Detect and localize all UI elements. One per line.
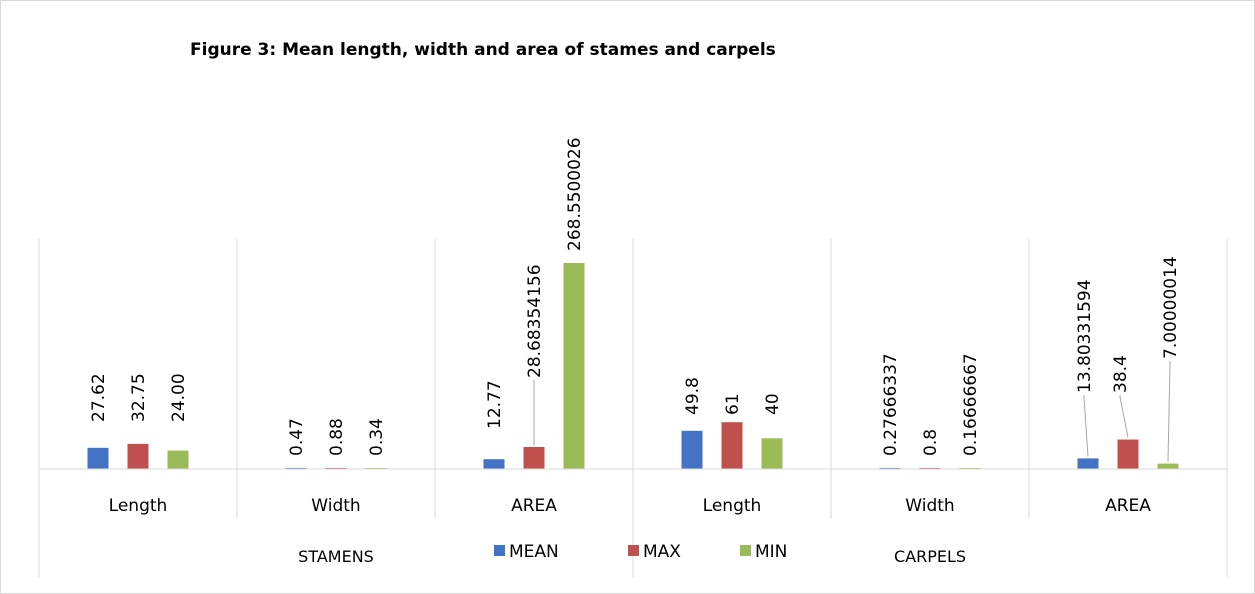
legend-label: MAX [643, 542, 681, 562]
bar-max [523, 446, 545, 469]
data-labels: 27.62 0.47 12.77 49.8 0.27666337 13.80331594 3… [89, 137, 1181, 456]
data-label: 12.77 [485, 380, 505, 429]
data-label: 61 [723, 393, 743, 415]
bar-min [167, 450, 189, 469]
data-label: 268.5500026 [565, 137, 585, 251]
legend-label: MEAN [509, 542, 559, 562]
data-label: 0.34 [367, 418, 387, 456]
leader-line [1119, 395, 1129, 438]
data-label: 0.88 [327, 418, 347, 456]
bars [87, 263, 1179, 469]
chart-title: Figure 3: Mean length, width and area of… [190, 40, 776, 60]
data-label: 40 [763, 393, 783, 415]
bar-max [721, 422, 743, 469]
bar-mean [87, 447, 109, 469]
label-leader-lines [533, 361, 1171, 462]
bar-mean [681, 430, 703, 469]
data-label: 24.00 [169, 373, 189, 422]
legend-swatch-min [740, 545, 751, 556]
bar-max [1117, 439, 1139, 469]
data-label: 32.75 [129, 373, 149, 422]
data-label: 27.62 [89, 373, 109, 422]
data-label: 49.8 [683, 377, 703, 415]
data-label: 0.27666337 [881, 353, 901, 456]
category-label: AREA [1105, 496, 1151, 516]
data-label: 28.68354156 [525, 264, 545, 378]
category-label: Length [703, 496, 762, 516]
group-label: CARPELS [894, 547, 966, 566]
leader-line [1083, 395, 1089, 457]
leader-line [1167, 361, 1171, 462]
bar-min [563, 263, 585, 469]
data-label: 38.4 [1111, 355, 1131, 393]
bar-min [761, 438, 783, 469]
category-dividers [38, 239, 1228, 577]
data-label: 7.00000014 [1161, 256, 1181, 359]
group-label: STAMENS [298, 547, 374, 566]
category-labels: Length Width AREA Length Width AREA [109, 496, 1152, 516]
category-label: Length [109, 496, 168, 516]
legend: MEAN MAX MIN [494, 542, 787, 562]
bar-max [127, 443, 149, 469]
bar-mean [483, 459, 505, 469]
data-label: 13.80331594 [1075, 279, 1095, 393]
legend-swatch-mean [494, 545, 505, 556]
legend-label: MIN [755, 542, 787, 562]
category-label: Width [311, 496, 360, 516]
legend-swatch-max [628, 545, 639, 556]
data-label: 0.8 [921, 429, 941, 456]
bar-mean [1077, 458, 1099, 469]
category-label: Width [905, 496, 954, 516]
group-labels: STAMENS CARPELS [298, 547, 966, 566]
bar-min [1157, 463, 1179, 469]
data-label: 0.47 [287, 418, 307, 456]
category-label: AREA [511, 496, 557, 516]
data-label: 0.16666667 [961, 353, 981, 456]
